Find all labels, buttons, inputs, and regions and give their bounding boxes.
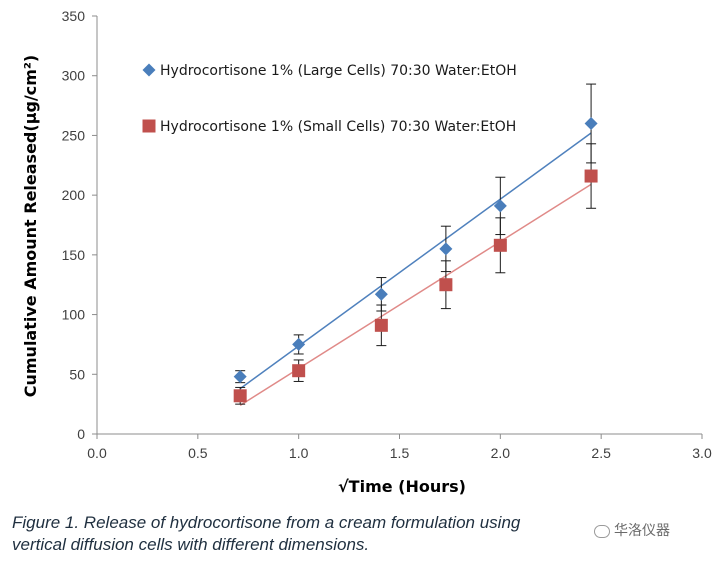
y-tick-label: 0 — [77, 426, 85, 442]
data-point-diamond — [292, 337, 306, 351]
x-tick-label: 1.0 — [289, 445, 309, 461]
data-point-diamond — [233, 370, 247, 384]
x-tick-label: 1.5 — [390, 445, 410, 461]
legend-item-2: Hydrocortisone 1% (Small Cells) 70:30 Wa… — [142, 119, 516, 135]
legend-marker-diamond — [142, 63, 156, 77]
y-axis-title: Cumulative Amount Released(μg/cm²) — [21, 55, 40, 398]
x-tick-label: 2.0 — [491, 445, 511, 461]
x-tick-label: 0.0 — [87, 445, 107, 461]
y-tick-label: 200 — [62, 187, 86, 203]
legend-marker-square — [142, 119, 156, 133]
data-point-square — [493, 238, 507, 252]
caption-line-1: Figure 1. Release of hydrocortisone from… — [12, 513, 521, 532]
y-tick-label: 100 — [62, 307, 86, 323]
data-point-square — [233, 389, 247, 403]
y-tick-label: 250 — [62, 127, 86, 143]
x-tick-label: 0.5 — [188, 445, 208, 461]
y-tick-label: 50 — [69, 366, 85, 382]
data-point-square — [439, 278, 453, 292]
caption-line-2: vertical diffusion cells with different … — [12, 535, 370, 554]
data-point-square — [374, 318, 388, 332]
data-point-diamond — [439, 242, 453, 256]
watermark-text: 华洛仪器 — [614, 523, 670, 539]
y-tick-label: 350 — [62, 8, 86, 24]
data-point-diamond — [493, 199, 507, 213]
data-point-square — [292, 364, 306, 378]
y-axis-ticks: 0 50 100 150 200 250 300 350 — [62, 8, 97, 442]
y-tick-label: 300 — [62, 68, 86, 84]
data-point-diamond — [584, 116, 598, 130]
x-tick-label: 2.5 — [591, 445, 611, 461]
figure-caption: Figure 1. Release of hydrocortisone from… — [12, 512, 712, 556]
x-tick-label: 3.0 — [692, 445, 712, 461]
data-point-square — [584, 169, 598, 183]
trend-line-series-1 — [239, 132, 592, 390]
legend-item-1: Hydrocortisone 1% (Large Cells) 70:30 Wa… — [142, 63, 517, 79]
watermark: 华洛仪器 — [594, 520, 670, 540]
wechat-icon — [594, 524, 610, 538]
x-axis-title: √Time (Hours) — [338, 477, 466, 496]
x-axis-ticks: 0.0 0.5 1.0 1.5 2.0 2.5 3.0 — [87, 434, 712, 461]
legend-label: Hydrocortisone 1% (Small Cells) 70:30 Wa… — [160, 119, 516, 135]
legend-label: Hydrocortisone 1% (Large Cells) 70:30 Wa… — [160, 63, 517, 79]
legend: Hydrocortisone 1% (Large Cells) 70:30 Wa… — [142, 63, 517, 135]
data-point-diamond — [374, 287, 388, 301]
chart: 0.0 0.5 1.0 1.5 2.0 2.5 3.0 0 50 100 150 200 250 300… — [21, 8, 712, 496]
y-tick-label: 150 — [62, 247, 86, 263]
data-points — [233, 116, 598, 403]
